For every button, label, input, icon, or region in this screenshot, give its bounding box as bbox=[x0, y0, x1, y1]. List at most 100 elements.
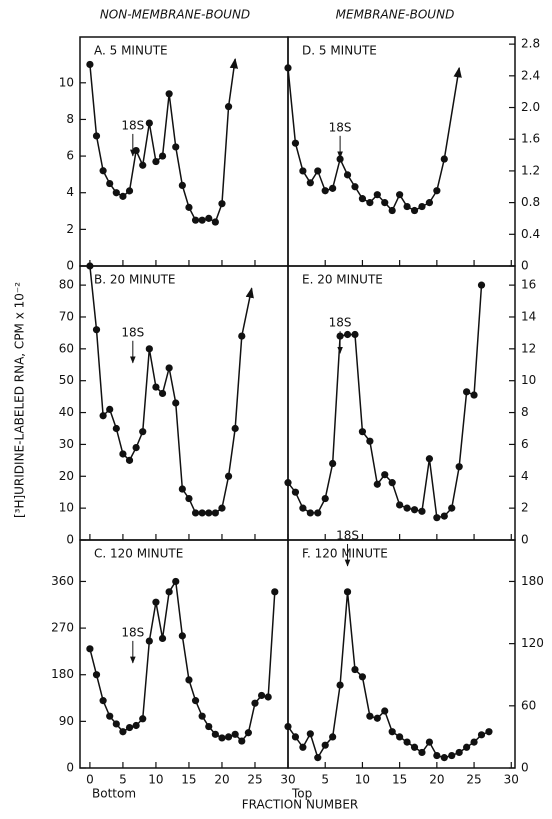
data-line bbox=[287, 285, 483, 519]
data-point bbox=[191, 509, 200, 517]
y-tick-label: 180 bbox=[51, 667, 74, 681]
data-point bbox=[99, 697, 107, 705]
data-point bbox=[178, 181, 186, 189]
data-point bbox=[291, 139, 300, 147]
data-point bbox=[112, 720, 120, 728]
data-point bbox=[86, 60, 94, 69]
data-point bbox=[264, 693, 272, 701]
y-tick-label: 1.2 bbox=[521, 163, 540, 177]
data-point bbox=[358, 428, 367, 436]
panel-frame bbox=[79, 36, 289, 267]
data-point bbox=[455, 463, 463, 471]
y-tick-label: 50 bbox=[59, 373, 74, 387]
data-point bbox=[433, 751, 441, 760]
data-point bbox=[343, 588, 352, 596]
data-point bbox=[425, 738, 434, 746]
data-point bbox=[440, 754, 448, 762]
y-tick-label: 8 bbox=[521, 405, 529, 419]
data-point bbox=[388, 206, 396, 215]
data-point bbox=[299, 167, 307, 175]
y-tick-label: 40 bbox=[59, 405, 74, 419]
data-point bbox=[388, 728, 396, 736]
data-point bbox=[158, 152, 167, 160]
data-point bbox=[373, 714, 381, 722]
annotation: 18S bbox=[329, 316, 352, 330]
data-point bbox=[92, 132, 101, 140]
panel-title: D. 5 MINUTE bbox=[302, 44, 377, 58]
y-tick-label: 6 bbox=[521, 437, 529, 451]
y-tick-label: 10 bbox=[59, 75, 74, 89]
x-tick-label: 25 bbox=[247, 773, 262, 787]
y-tick-label: 120 bbox=[521, 636, 544, 650]
data-point bbox=[477, 731, 486, 739]
data-point bbox=[99, 167, 107, 175]
data-point bbox=[231, 424, 239, 433]
data-point bbox=[410, 206, 419, 215]
data-point bbox=[418, 202, 426, 211]
data-point bbox=[185, 676, 193, 684]
data-point bbox=[165, 364, 173, 372]
data-point bbox=[373, 191, 381, 199]
column-title: NON-MEMBRANE-BOUND bbox=[100, 8, 250, 22]
data-point bbox=[463, 388, 471, 396]
data-point bbox=[403, 504, 411, 512]
data-point bbox=[440, 155, 448, 163]
data-point bbox=[205, 214, 213, 222]
data-point bbox=[224, 103, 233, 111]
data-point bbox=[396, 501, 404, 509]
data-point bbox=[224, 472, 233, 480]
data-point bbox=[244, 729, 252, 737]
trend-arrow bbox=[241, 287, 254, 337]
data-point bbox=[198, 712, 206, 720]
data-point bbox=[455, 748, 463, 757]
data-point bbox=[139, 428, 147, 436]
data-point bbox=[470, 738, 478, 746]
data-point bbox=[470, 391, 478, 399]
data-point bbox=[152, 157, 160, 166]
data-point bbox=[433, 514, 441, 522]
data-line bbox=[89, 265, 243, 514]
y-tick-label: 0 bbox=[521, 259, 529, 273]
data-point bbox=[463, 743, 471, 751]
data-point bbox=[211, 218, 219, 226]
y-tick-label: 16 bbox=[521, 278, 536, 292]
data-point bbox=[425, 455, 434, 463]
data-point bbox=[410, 743, 419, 751]
data-point bbox=[139, 715, 147, 723]
data-point bbox=[336, 681, 344, 689]
data-point bbox=[132, 721, 140, 730]
panel-frame bbox=[79, 265, 289, 541]
x-tick-label: 10 bbox=[148, 773, 163, 787]
data-point bbox=[139, 161, 147, 169]
data-point bbox=[198, 509, 206, 517]
y-tick-label: 80 bbox=[59, 278, 74, 292]
data-point bbox=[410, 506, 419, 514]
data-point bbox=[125, 456, 134, 464]
y-tick-label: 270 bbox=[51, 621, 74, 635]
data-point bbox=[314, 167, 322, 175]
data-point bbox=[145, 345, 153, 353]
annotation: 18S bbox=[336, 528, 359, 542]
x-tick-label: 20 bbox=[214, 773, 229, 787]
data-line bbox=[89, 579, 276, 743]
data-point bbox=[172, 143, 180, 151]
x-tick-label: 30 bbox=[504, 773, 519, 787]
trend-arrow bbox=[443, 66, 462, 160]
panel-title: E. 20 MINUTE bbox=[302, 273, 383, 287]
data-point bbox=[224, 733, 233, 741]
data-point bbox=[358, 673, 367, 681]
data-point bbox=[306, 509, 314, 517]
panel-frame bbox=[287, 36, 516, 267]
annotation: 18S bbox=[121, 625, 144, 639]
data-point bbox=[299, 743, 307, 751]
data-point bbox=[284, 64, 292, 72]
panel-title: C. 120 MINUTE bbox=[94, 547, 183, 561]
y-tick-label: 20 bbox=[59, 469, 74, 483]
data-point bbox=[485, 728, 493, 736]
panel-title: B. 20 MINUTE bbox=[94, 273, 176, 287]
y-tick-label: 60 bbox=[521, 698, 536, 712]
data-point bbox=[125, 723, 134, 732]
data-point bbox=[418, 507, 426, 515]
data-point bbox=[218, 504, 226, 512]
column-title: MEMBRANE-BOUND bbox=[336, 8, 455, 22]
